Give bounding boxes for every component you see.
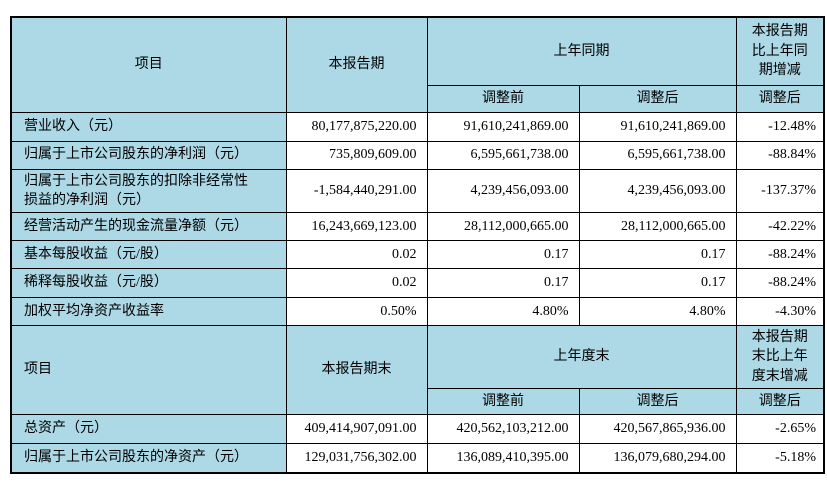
cell-after-adjust: 420,567,865,936.00 — [578, 414, 737, 445]
section1-subheader-after: 调整后 — [578, 84, 737, 113]
table-row-operating-cash-flow: 经营活动产生的现金流量净额（元） 16,243,669,123.00 28,11… — [10, 212, 825, 242]
table-row-net-assets: 归属于上市公司股东的净资产（元） 129,031,756,302.00 136,… — [10, 443, 825, 474]
cell-change: -12.48% — [735, 111, 825, 142]
section2-header-item: 项目 — [10, 325, 287, 416]
section1-header-row: 项目 本报告期 上年同期 本报告期比上年同期增减 — [10, 16, 825, 113]
cell-before-adjust: 420,562,103,212.00 — [426, 414, 580, 445]
section2-header-change: 本报告期末比上年度末增减 — [735, 325, 825, 390]
cell-after-adjust: 0.17 — [578, 240, 737, 270]
section1-subheader-row: 调整前 调整后 调整后 — [11, 84, 825, 113]
table-row-revenue: 营业收入（元） 80,177,875,220.00 91,610,241,869… — [10, 111, 825, 142]
row-label: 归属于上市公司股东的扣除非经常性损益的净利润（元） — [10, 168, 287, 214]
cell-after-adjust: 28,112,000,665.00 — [578, 212, 737, 242]
cell-current: 409,414,907,091.00 — [285, 414, 428, 445]
cell-after-adjust: 4.80% — [578, 297, 737, 327]
section2-subheader-after: 调整后 — [578, 388, 737, 416]
table-row-net-profit: 归属于上市公司股东的净利润（元） 735,809,609.00 6,595,66… — [10, 140, 825, 170]
section1-header-item: 项目 — [10, 16, 287, 113]
section2-header-period: 本报告期末 — [285, 325, 428, 416]
cell-before-adjust: 0.17 — [426, 268, 580, 299]
section2-header-row: 项目 本报告期末 上年度末 本报告期末比上年度末增减 — [10, 325, 825, 416]
cell-before-adjust: 91,610,241,869.00 — [426, 111, 580, 142]
cell-after-adjust: 6,595,661,738.00 — [578, 140, 737, 170]
cell-current: 0.02 — [285, 240, 428, 270]
row-label: 归属于上市公司股东的净资产（元） — [10, 443, 287, 474]
row-label: 总资产（元） — [10, 414, 287, 445]
row-label: 稀释每股收益（元/股） — [10, 268, 287, 299]
table-row-non-recurring-net-profit: 归属于上市公司股东的扣除非经常性损益的净利润（元） -1,584,440,291… — [10, 168, 825, 214]
financial-results-table: 项目 本报告期 上年同期 本报告期比上年同期增减 调整前 调整后 调整后 营业收… — [10, 16, 825, 474]
table-row-total-assets: 总资产（元） 409,414,907,091.00 420,562,103,21… — [10, 414, 825, 445]
row-label: 归属于上市公司股东的净利润（元） — [10, 140, 287, 170]
cell-change: -88.24% — [735, 268, 825, 299]
section1-header-prior-period: 上年同期 — [426, 16, 737, 86]
cell-before-adjust: 136,089,410,395.00 — [426, 443, 580, 474]
cell-before-adjust: 28,112,000,665.00 — [426, 212, 580, 242]
section2-subheader-before: 调整前 — [426, 388, 580, 416]
row-label: 基本每股收益（元/股） — [10, 240, 287, 270]
cell-change: -42.22% — [735, 212, 825, 242]
cell-after-adjust: 4,239,456,093.00 — [578, 168, 737, 214]
table-row-basic-eps: 基本每股收益（元/股） 0.02 0.17 0.17 -88.24% — [10, 240, 825, 270]
cell-change: -137.37% — [735, 168, 825, 214]
row-label: 加权平均净资产收益率 — [10, 297, 287, 327]
cell-before-adjust: 6,595,661,738.00 — [426, 140, 580, 170]
cell-after-adjust: 91,610,241,869.00 — [578, 111, 737, 142]
row-label: 营业收入（元） — [10, 111, 287, 142]
cell-before-adjust: 0.17 — [426, 240, 580, 270]
cell-current: 735,809,609.00 — [285, 140, 428, 170]
table-row-diluted-eps: 稀释每股收益（元/股） 0.02 0.17 0.17 -88.24% — [10, 268, 825, 299]
cell-before-adjust: 4,239,456,093.00 — [426, 168, 580, 214]
cell-change: -88.84% — [735, 140, 825, 170]
cell-current: 80,177,875,220.00 — [285, 111, 428, 142]
cell-change: -2.65% — [735, 414, 825, 445]
section1-header-period: 本报告期 — [285, 16, 428, 113]
cell-change: -5.18% — [735, 443, 825, 474]
cell-current: 16,243,669,123.00 — [285, 212, 428, 242]
cell-current: 0.02 — [285, 268, 428, 299]
table-row-weighted-roe: 加权平均净资产收益率 0.50% 4.80% 4.80% -4.30% — [10, 297, 825, 327]
section1-header-change: 本报告期比上年同期增减 — [735, 16, 825, 86]
row-label: 经营活动产生的现金流量净额（元） — [10, 212, 287, 242]
cell-current: -1,584,440,291.00 — [285, 168, 428, 214]
cell-change: -4.30% — [735, 297, 825, 327]
cell-after-adjust: 0.17 — [578, 268, 737, 299]
section2-header-prior-period: 上年度末 — [426, 325, 737, 390]
cell-change: -88.24% — [735, 240, 825, 270]
cell-current: 0.50% — [285, 297, 428, 327]
section2-subheader-row: 调整前 调整后 调整后 — [11, 388, 825, 416]
section2-subheader-change-after: 调整后 — [735, 388, 825, 416]
section1-subheader-before: 调整前 — [426, 84, 580, 113]
section1-subheader-change-after: 调整后 — [735, 84, 825, 113]
cell-after-adjust: 136,079,680,294.00 — [578, 443, 737, 474]
cell-current: 129,031,756,302.00 — [285, 443, 428, 474]
cell-before-adjust: 4.80% — [426, 297, 580, 327]
